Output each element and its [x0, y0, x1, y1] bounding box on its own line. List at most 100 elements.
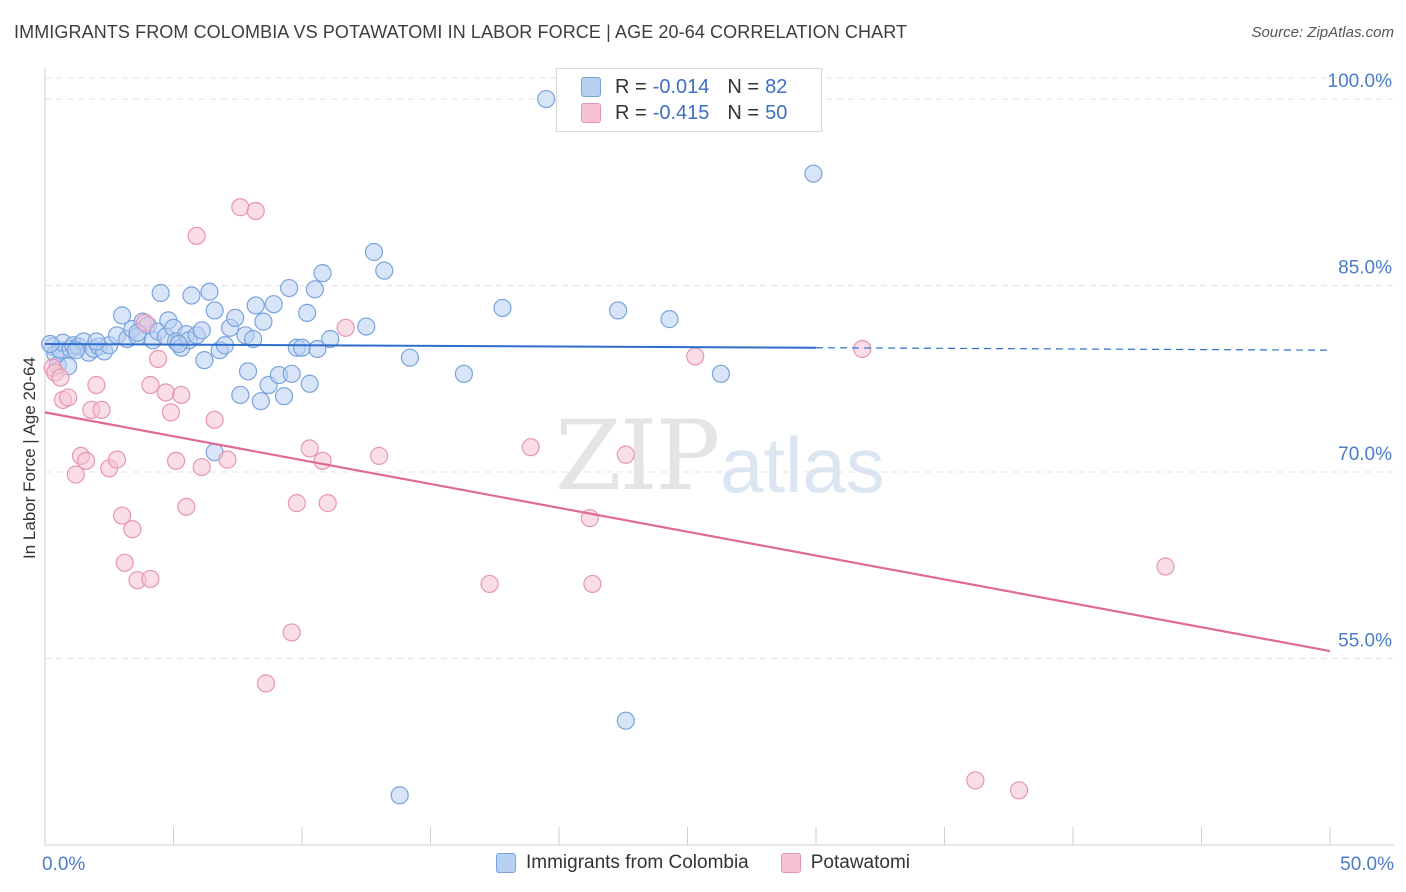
point-potawatomi — [112, 506, 132, 525]
trend-line-colombia-extension — [815, 347, 1331, 351]
point-colombia — [251, 392, 270, 411]
point-potawatomi — [187, 226, 206, 245]
point-potawatomi — [92, 400, 111, 419]
point-colombia — [200, 282, 219, 301]
series-label-potawatomi: Potawatomi — [810, 852, 911, 873]
point-colombia — [274, 387, 294, 406]
point-potawatomi — [686, 347, 705, 366]
point-colombia — [537, 89, 556, 109]
point-colombia — [192, 321, 211, 340]
legend-n-label: N = — [727, 101, 760, 124]
point-potawatomi — [123, 520, 142, 539]
point-potawatomi — [246, 201, 265, 221]
point-potawatomi — [313, 451, 332, 470]
legend-n-value: 50 — [765, 101, 788, 124]
point-colombia — [280, 278, 299, 298]
point-potawatomi — [148, 349, 168, 369]
point-potawatomi — [177, 497, 196, 516]
point-colombia — [305, 280, 324, 299]
point-potawatomi — [1156, 557, 1175, 576]
point-potawatomi — [218, 450, 237, 469]
point-potawatomi — [66, 465, 85, 484]
point-potawatomi — [192, 457, 211, 477]
y-tick-label: 70.0% — [1338, 444, 1392, 465]
series-legend: Immigrants from Colombia Potawatomi — [0, 852, 1406, 874]
point-colombia — [151, 283, 170, 303]
point-potawatomi — [521, 438, 540, 457]
point-potawatomi — [51, 368, 70, 387]
correlation-legend: R = -0.014 N = 82 R = -0.415 N = 50 — [556, 68, 822, 132]
legend-swatch-potawatomi — [581, 103, 601, 123]
point-colombia — [112, 306, 132, 325]
point-potawatomi — [231, 198, 250, 217]
y-tick-label: 85.0% — [1338, 258, 1392, 279]
legend-r-value: -0.415 — [652, 101, 710, 124]
point-potawatomi — [318, 494, 337, 513]
watermark-atlas: atlas — [720, 421, 885, 509]
point-potawatomi — [370, 446, 389, 465]
point-potawatomi — [141, 375, 160, 395]
legend-r-label: R = — [615, 75, 647, 98]
point-colombia — [238, 362, 258, 381]
trend-line-potawatomi — [44, 411, 1331, 653]
point-potawatomi — [336, 318, 355, 337]
point-colombia — [357, 317, 376, 336]
point-colombia — [390, 786, 409, 805]
point-colombia — [300, 374, 319, 393]
legend-row-potawatomi: R = -0.415 N = 50 — [581, 100, 787, 126]
point-potawatomi — [136, 313, 155, 332]
point-potawatomi — [205, 410, 224, 429]
point-colombia — [231, 385, 250, 405]
point-colombia — [616, 711, 635, 730]
series-label-colombia: Immigrants from Colombia — [525, 852, 749, 873]
point-potawatomi — [77, 451, 96, 470]
point-colombia — [226, 308, 245, 327]
point-colombia — [321, 329, 340, 349]
point-colombia — [298, 303, 317, 323]
point-colombia — [244, 329, 263, 349]
series-legend-potawatomi: Potawatomi — [780, 852, 911, 874]
legend-r-label: R = — [615, 101, 647, 124]
point-colombia — [493, 298, 512, 318]
point-colombia — [609, 301, 628, 320]
watermark-zip: ZIP — [555, 400, 720, 512]
point-colombia — [804, 164, 823, 183]
point-colombia — [87, 332, 106, 351]
legend-n-value: 82 — [765, 75, 788, 98]
point-potawatomi — [282, 623, 301, 642]
legend-n-label: N = — [727, 75, 760, 98]
x-tick-label: 50.0% — [1340, 854, 1394, 875]
point-potawatomi — [1009, 781, 1029, 800]
trend-line-colombia — [44, 342, 817, 349]
point-potawatomi — [87, 375, 106, 395]
point-potawatomi — [141, 569, 160, 589]
legend-swatch-colombia — [581, 77, 601, 97]
point-potawatomi — [256, 674, 276, 693]
point-potawatomi — [853, 339, 872, 359]
point-potawatomi — [287, 494, 306, 513]
point-potawatomi — [172, 385, 191, 405]
source-attribution: Source: ZipAtlas.com — [1251, 24, 1394, 41]
point-colombia — [182, 286, 201, 305]
point-potawatomi — [966, 771, 985, 790]
point-colombia — [454, 364, 474, 383]
point-colombia — [400, 348, 420, 367]
point-potawatomi — [480, 574, 499, 594]
point-colombia — [711, 364, 731, 383]
series-swatch-colombia — [495, 853, 516, 873]
point-colombia — [660, 310, 679, 329]
point-colombia — [282, 364, 301, 383]
point-colombia — [254, 312, 273, 331]
point-potawatomi — [616, 445, 635, 464]
chart-title: IMMIGRANTS FROM COLOMBIA VS POTAWATOMI I… — [14, 22, 908, 42]
point-colombia — [292, 338, 312, 357]
series-swatch-potawatomi — [780, 853, 801, 873]
y-tick-label: 55.0% — [1338, 631, 1392, 652]
series-legend-colombia: Immigrants from Colombia — [495, 852, 749, 874]
legend-r-value: -0.014 — [652, 75, 710, 98]
y-tick-label: 100.0% — [1328, 71, 1393, 92]
x-tick-label: 0.0% — [42, 854, 85, 875]
point-colombia — [364, 242, 384, 262]
point-colombia — [264, 295, 283, 314]
